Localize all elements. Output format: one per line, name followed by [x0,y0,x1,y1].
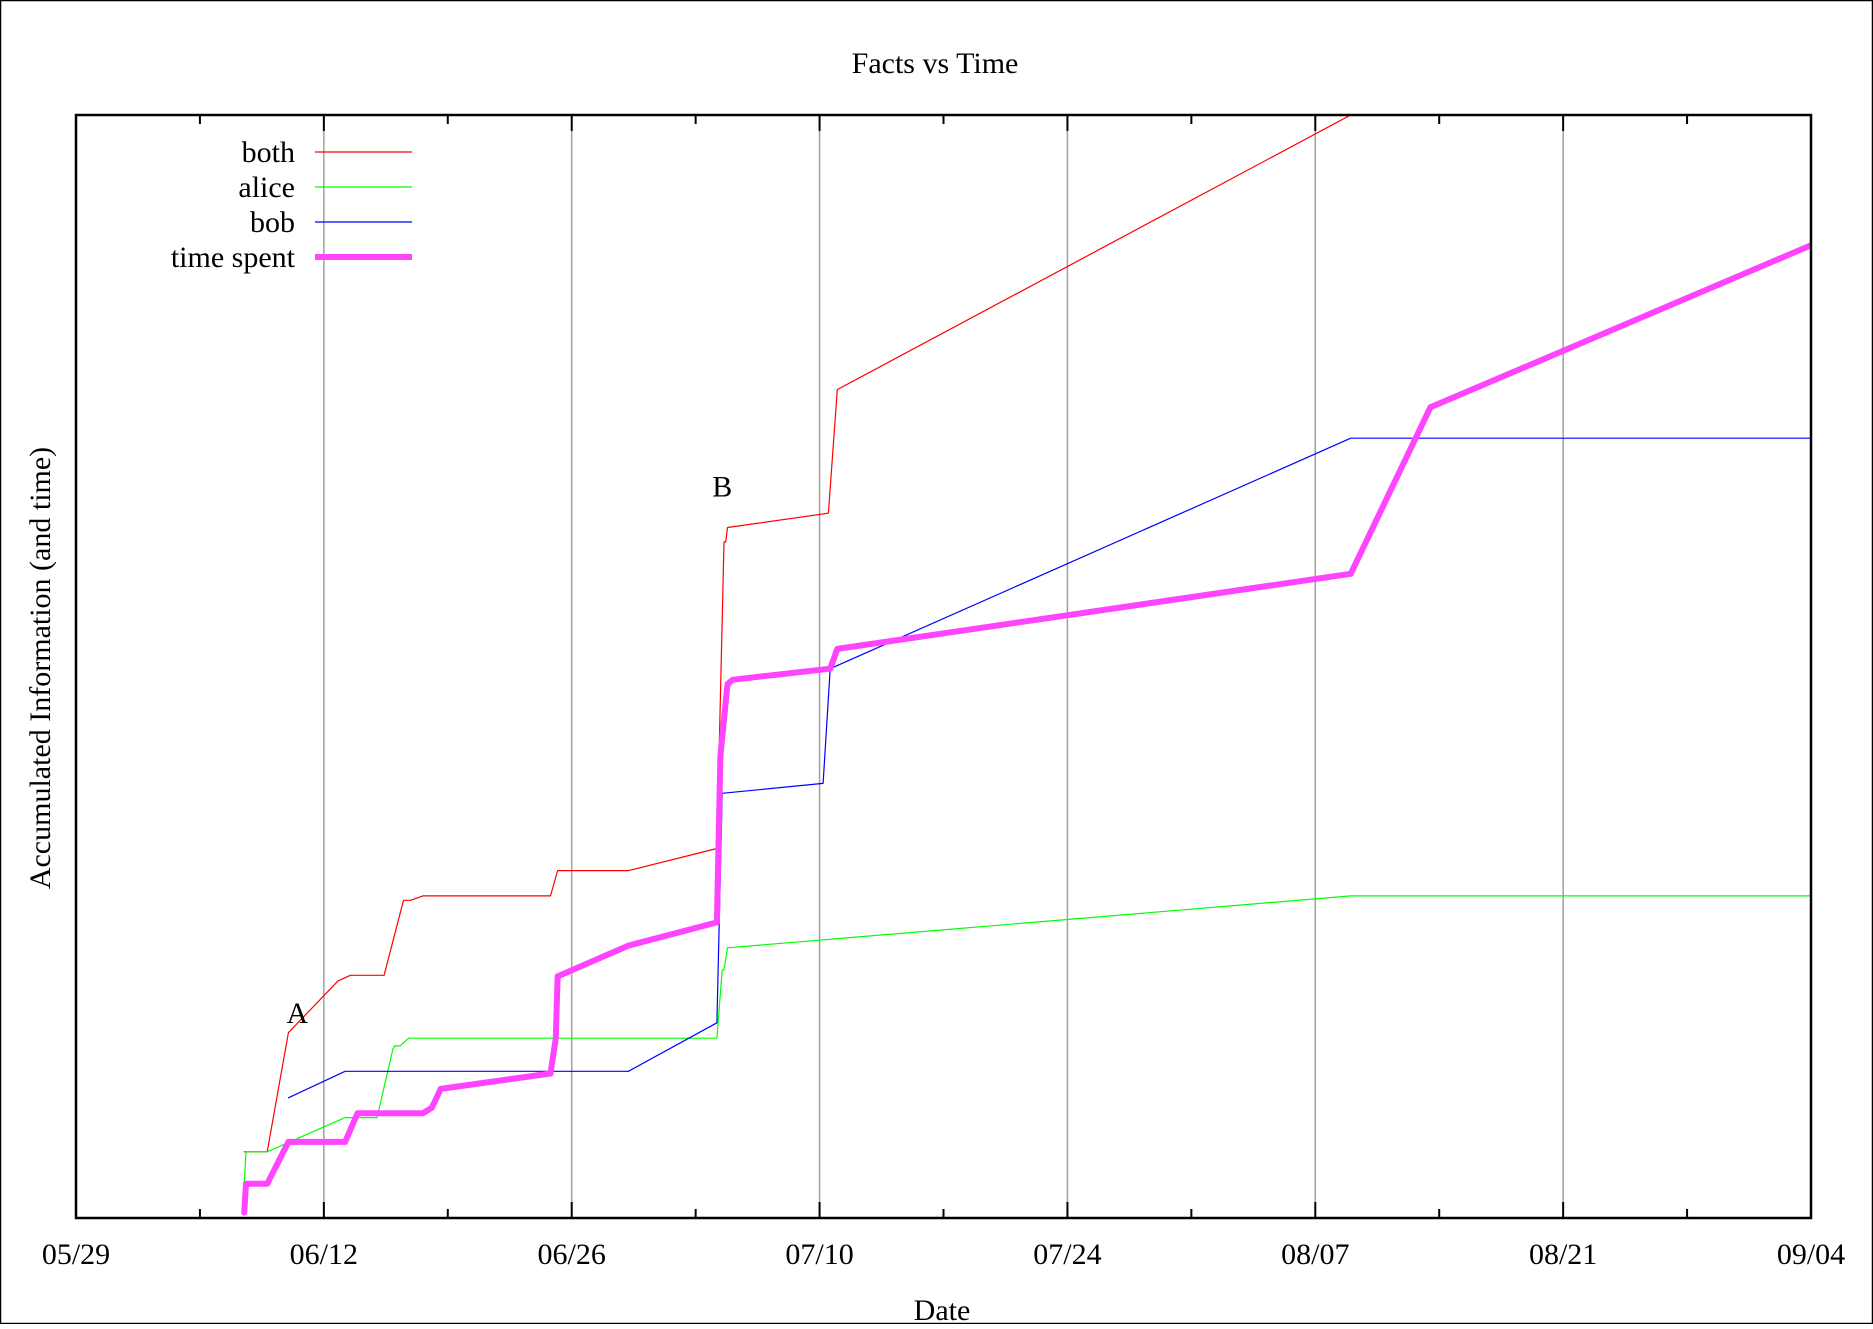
legend-label-time-spent: time spent [171,241,296,274]
x-tick-label: 06/26 [538,1238,606,1271]
legend-label-bob: bob [250,206,295,239]
annotations: AB [286,471,732,1030]
vertical-gridlines [323,115,1564,1218]
series-line-time-spent [241,242,1811,1216]
x-tick-label: 05/29 [42,1238,110,1271]
x-axis-label: Date [914,1294,971,1324]
legend-label-both: both [242,136,295,169]
series-layer [241,115,1811,1216]
annotation-B: B [712,471,732,504]
x-tick-label: 09/04 [1777,1238,1845,1271]
legend-label-alice: alice [238,171,295,204]
series-line-both [243,115,1352,1153]
chart-title: Facts vs Time [852,47,1019,80]
x-tick-label: 07/10 [785,1238,853,1271]
y-axis-label: Accumulated Information (and time) [24,447,57,889]
x-tick-label: 08/21 [1529,1238,1597,1271]
x-tick-label: 07/24 [1033,1238,1101,1271]
x-axis-ticks: 05/29 06/12 06/26 07/10 07/24 08/07 08/21 09/04 [42,115,1845,1271]
x-tick-label: 06/12 [290,1238,358,1271]
x-tick-label: 08/07 [1281,1238,1349,1271]
annotation-A: A [286,997,308,1030]
